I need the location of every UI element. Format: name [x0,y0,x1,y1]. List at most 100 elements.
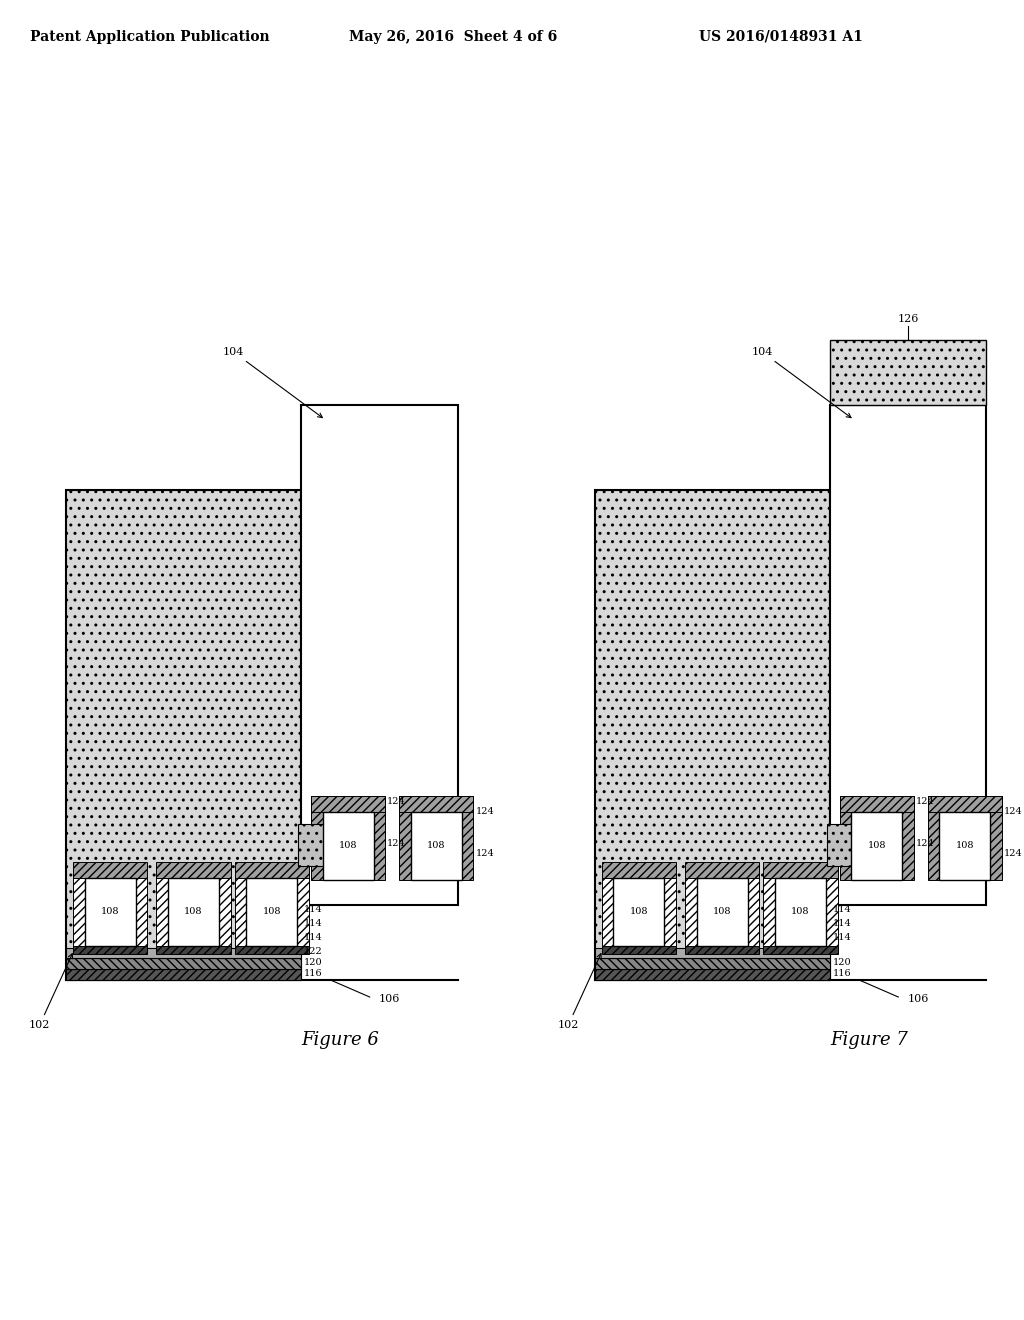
Bar [136,878,147,946]
Bar [234,878,247,946]
Bar [301,405,458,906]
Text: 126: 126 [897,314,919,323]
Text: Figure 6: Figure 6 [301,1031,379,1049]
Text: 106: 106 [379,994,400,1005]
Text: 102: 102 [558,953,601,1030]
Bar [763,946,838,954]
Bar [826,824,854,866]
Text: 110: 110 [881,837,902,847]
Text: 114: 114 [304,933,323,942]
Text: 124: 124 [475,807,495,816]
Bar [67,948,301,958]
Bar [928,796,939,880]
Text: 108: 108 [630,908,648,916]
Text: 120: 120 [833,958,851,968]
Text: 124: 124 [1004,807,1023,816]
Text: 110: 110 [352,837,374,847]
Bar [829,405,986,906]
Text: 108: 108 [955,842,974,850]
Text: 108: 108 [867,842,886,850]
Bar [748,878,759,946]
Bar [763,878,775,946]
Bar [696,878,748,946]
Text: 116: 116 [304,969,323,978]
Bar [602,946,676,954]
Text: 124: 124 [915,840,935,847]
Text: 108: 108 [339,842,357,850]
Text: 124: 124 [387,840,407,847]
Text: 124: 124 [915,797,935,807]
Bar [85,878,136,946]
Text: May 26, 2016  Sheet 4 of 6: May 26, 2016 Sheet 4 of 6 [349,30,557,44]
Text: 124: 124 [387,797,407,807]
Bar [595,958,829,969]
Bar [685,878,696,946]
Bar [595,969,829,979]
Bar [374,796,385,880]
Bar [73,878,85,946]
Text: 114: 114 [304,906,323,913]
Bar [928,796,1002,812]
Text: 108: 108 [101,908,120,916]
Text: 116: 116 [833,969,851,978]
Bar [613,878,665,946]
Text: 122: 122 [304,946,323,956]
Bar [829,341,986,405]
Bar [219,878,230,946]
Bar [67,490,301,979]
Bar [234,946,309,954]
Bar [851,812,902,880]
Bar [411,812,462,880]
Bar [595,490,829,979]
Text: 108: 108 [262,908,281,916]
Bar [665,878,676,946]
Text: US 2016/0148931 A1: US 2016/0148931 A1 [699,30,863,44]
Bar [685,862,759,878]
Bar [763,862,838,878]
Bar [247,878,297,946]
Bar [902,796,914,880]
Bar [595,948,829,958]
Bar [73,946,147,954]
Text: 108: 108 [792,908,810,916]
Bar [399,796,473,812]
Bar [399,796,411,880]
Text: 114: 114 [833,933,852,942]
Text: 108: 108 [184,908,203,916]
Bar [311,796,385,812]
Bar [939,812,990,880]
Text: 120: 120 [304,958,323,968]
Text: 104: 104 [752,347,851,417]
Text: 124: 124 [1004,849,1023,858]
Bar [323,812,374,880]
Bar [157,946,230,954]
Text: 106: 106 [907,994,929,1005]
Bar [602,862,676,878]
Text: 124: 124 [475,849,495,858]
Bar [990,796,1002,880]
Text: 102: 102 [29,953,73,1030]
Bar [462,796,473,880]
Bar [157,862,230,878]
Bar [73,862,147,878]
Bar [775,878,825,946]
Bar [168,878,219,946]
Text: 114: 114 [833,919,852,928]
Bar [298,824,326,866]
Bar [685,946,759,954]
Text: Patent Application Publication: Patent Application Publication [30,30,269,44]
Text: 114: 114 [833,906,852,913]
Bar [840,796,914,812]
Bar [157,878,168,946]
Bar [234,862,309,878]
Bar [67,958,301,969]
Bar [297,878,309,946]
Text: 108: 108 [427,842,445,850]
Bar [602,878,613,946]
Bar [825,878,838,946]
Bar [67,969,301,979]
Bar [840,796,851,880]
Bar [311,796,323,880]
Text: Figure 7: Figure 7 [830,1031,908,1049]
Text: 114: 114 [304,919,323,928]
